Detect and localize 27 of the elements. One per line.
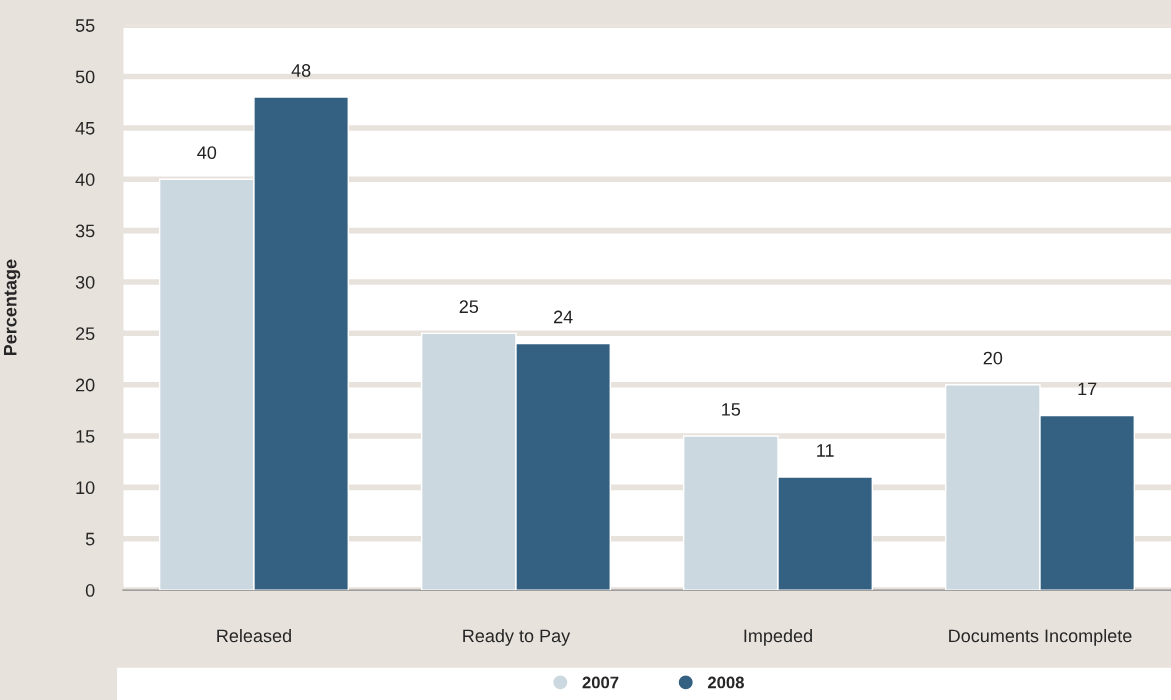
x-tick-label: Impeded: [744, 628, 812, 646]
legend-label: 2007: [582, 676, 619, 689]
y-tick-label: 30: [75, 275, 95, 289]
data-label: 17: [1078, 382, 1097, 396]
y-tick-label: 55: [75, 19, 95, 32]
data-label: 48: [291, 64, 311, 77]
x-tick-label: Released: [217, 628, 291, 643]
data-label: 11: [817, 444, 834, 457]
y-axis-title: Percentage: [4, 259, 21, 356]
data-label: 20: [983, 351, 1003, 365]
data-label: 15: [722, 403, 741, 416]
x-tick-label: Documents Incomplete: [949, 628, 1132, 646]
y-tick-label: 15: [76, 430, 95, 443]
y-tick-label: 0: [85, 584, 95, 597]
y-tick-label: 45: [75, 122, 95, 135]
y-tick-label: 5: [85, 532, 95, 546]
legend-label: 2008: [707, 676, 744, 689]
y-tick-label: 50: [75, 70, 95, 84]
y-tick-label: 20: [76, 378, 95, 392]
data-label: 24: [554, 310, 573, 324]
y-tick-label: 40: [75, 173, 95, 186]
data-label: 40: [197, 146, 217, 160]
data-label: 25: [459, 300, 479, 314]
x-tick-label: Ready to Pay: [463, 628, 571, 646]
y-tick-label: 25: [76, 327, 95, 341]
y-tick-label: 10: [76, 481, 95, 495]
y-tick-label: 35: [75, 224, 95, 238]
